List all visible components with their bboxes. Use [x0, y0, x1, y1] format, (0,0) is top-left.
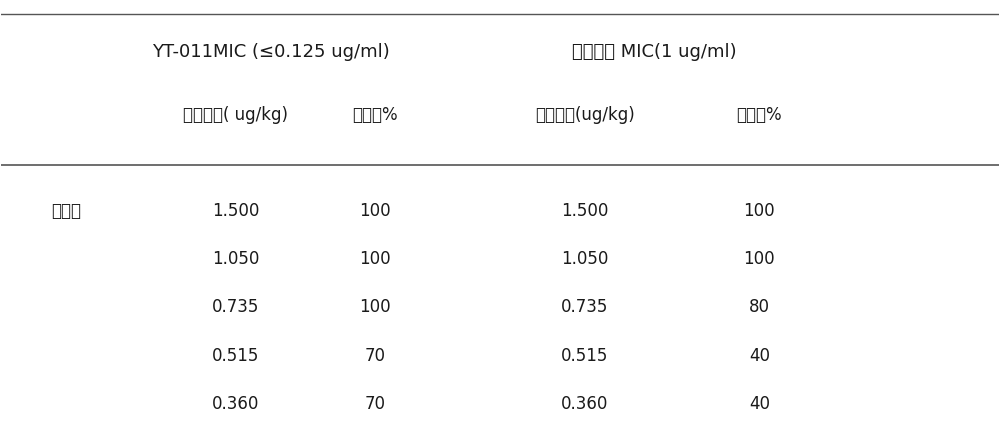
Text: 0.735: 0.735	[561, 298, 608, 316]
Text: YT-011MIC (≤0.125 ug/ml): YT-011MIC (≤0.125 ug/ml)	[152, 43, 390, 61]
Text: 0.515: 0.515	[212, 346, 259, 365]
Text: 100: 100	[360, 250, 391, 268]
Text: 存活率%: 存活率%	[736, 106, 782, 124]
Text: 1.500: 1.500	[212, 202, 259, 220]
Text: 70: 70	[365, 395, 386, 413]
Text: 1.050: 1.050	[561, 250, 608, 268]
Text: 1.500: 1.500	[561, 202, 608, 220]
Text: 40: 40	[749, 395, 770, 413]
Text: 100: 100	[743, 202, 775, 220]
Text: 80: 80	[749, 298, 770, 316]
Text: 100: 100	[360, 298, 391, 316]
Text: 给药剂量(ug/kg): 给药剂量(ug/kg)	[535, 106, 635, 124]
Text: 0.735: 0.735	[212, 298, 259, 316]
Text: 1.050: 1.050	[212, 250, 259, 268]
Text: 100: 100	[743, 250, 775, 268]
Text: 给药剂量( ug/kg): 给药剂量( ug/kg)	[183, 106, 288, 124]
Text: 40: 40	[749, 346, 770, 365]
Text: 0.360: 0.360	[561, 395, 608, 413]
Text: 70: 70	[365, 346, 386, 365]
Text: 100: 100	[360, 202, 391, 220]
Text: 0.360: 0.360	[212, 395, 259, 413]
Text: 万古霉素 MIC(1 ug/ml): 万古霉素 MIC(1 ug/ml)	[572, 43, 737, 61]
Text: 治疗组: 治疗组	[51, 202, 81, 220]
Text: 0.515: 0.515	[561, 346, 608, 365]
Text: 存活率%: 存活率%	[353, 106, 398, 124]
